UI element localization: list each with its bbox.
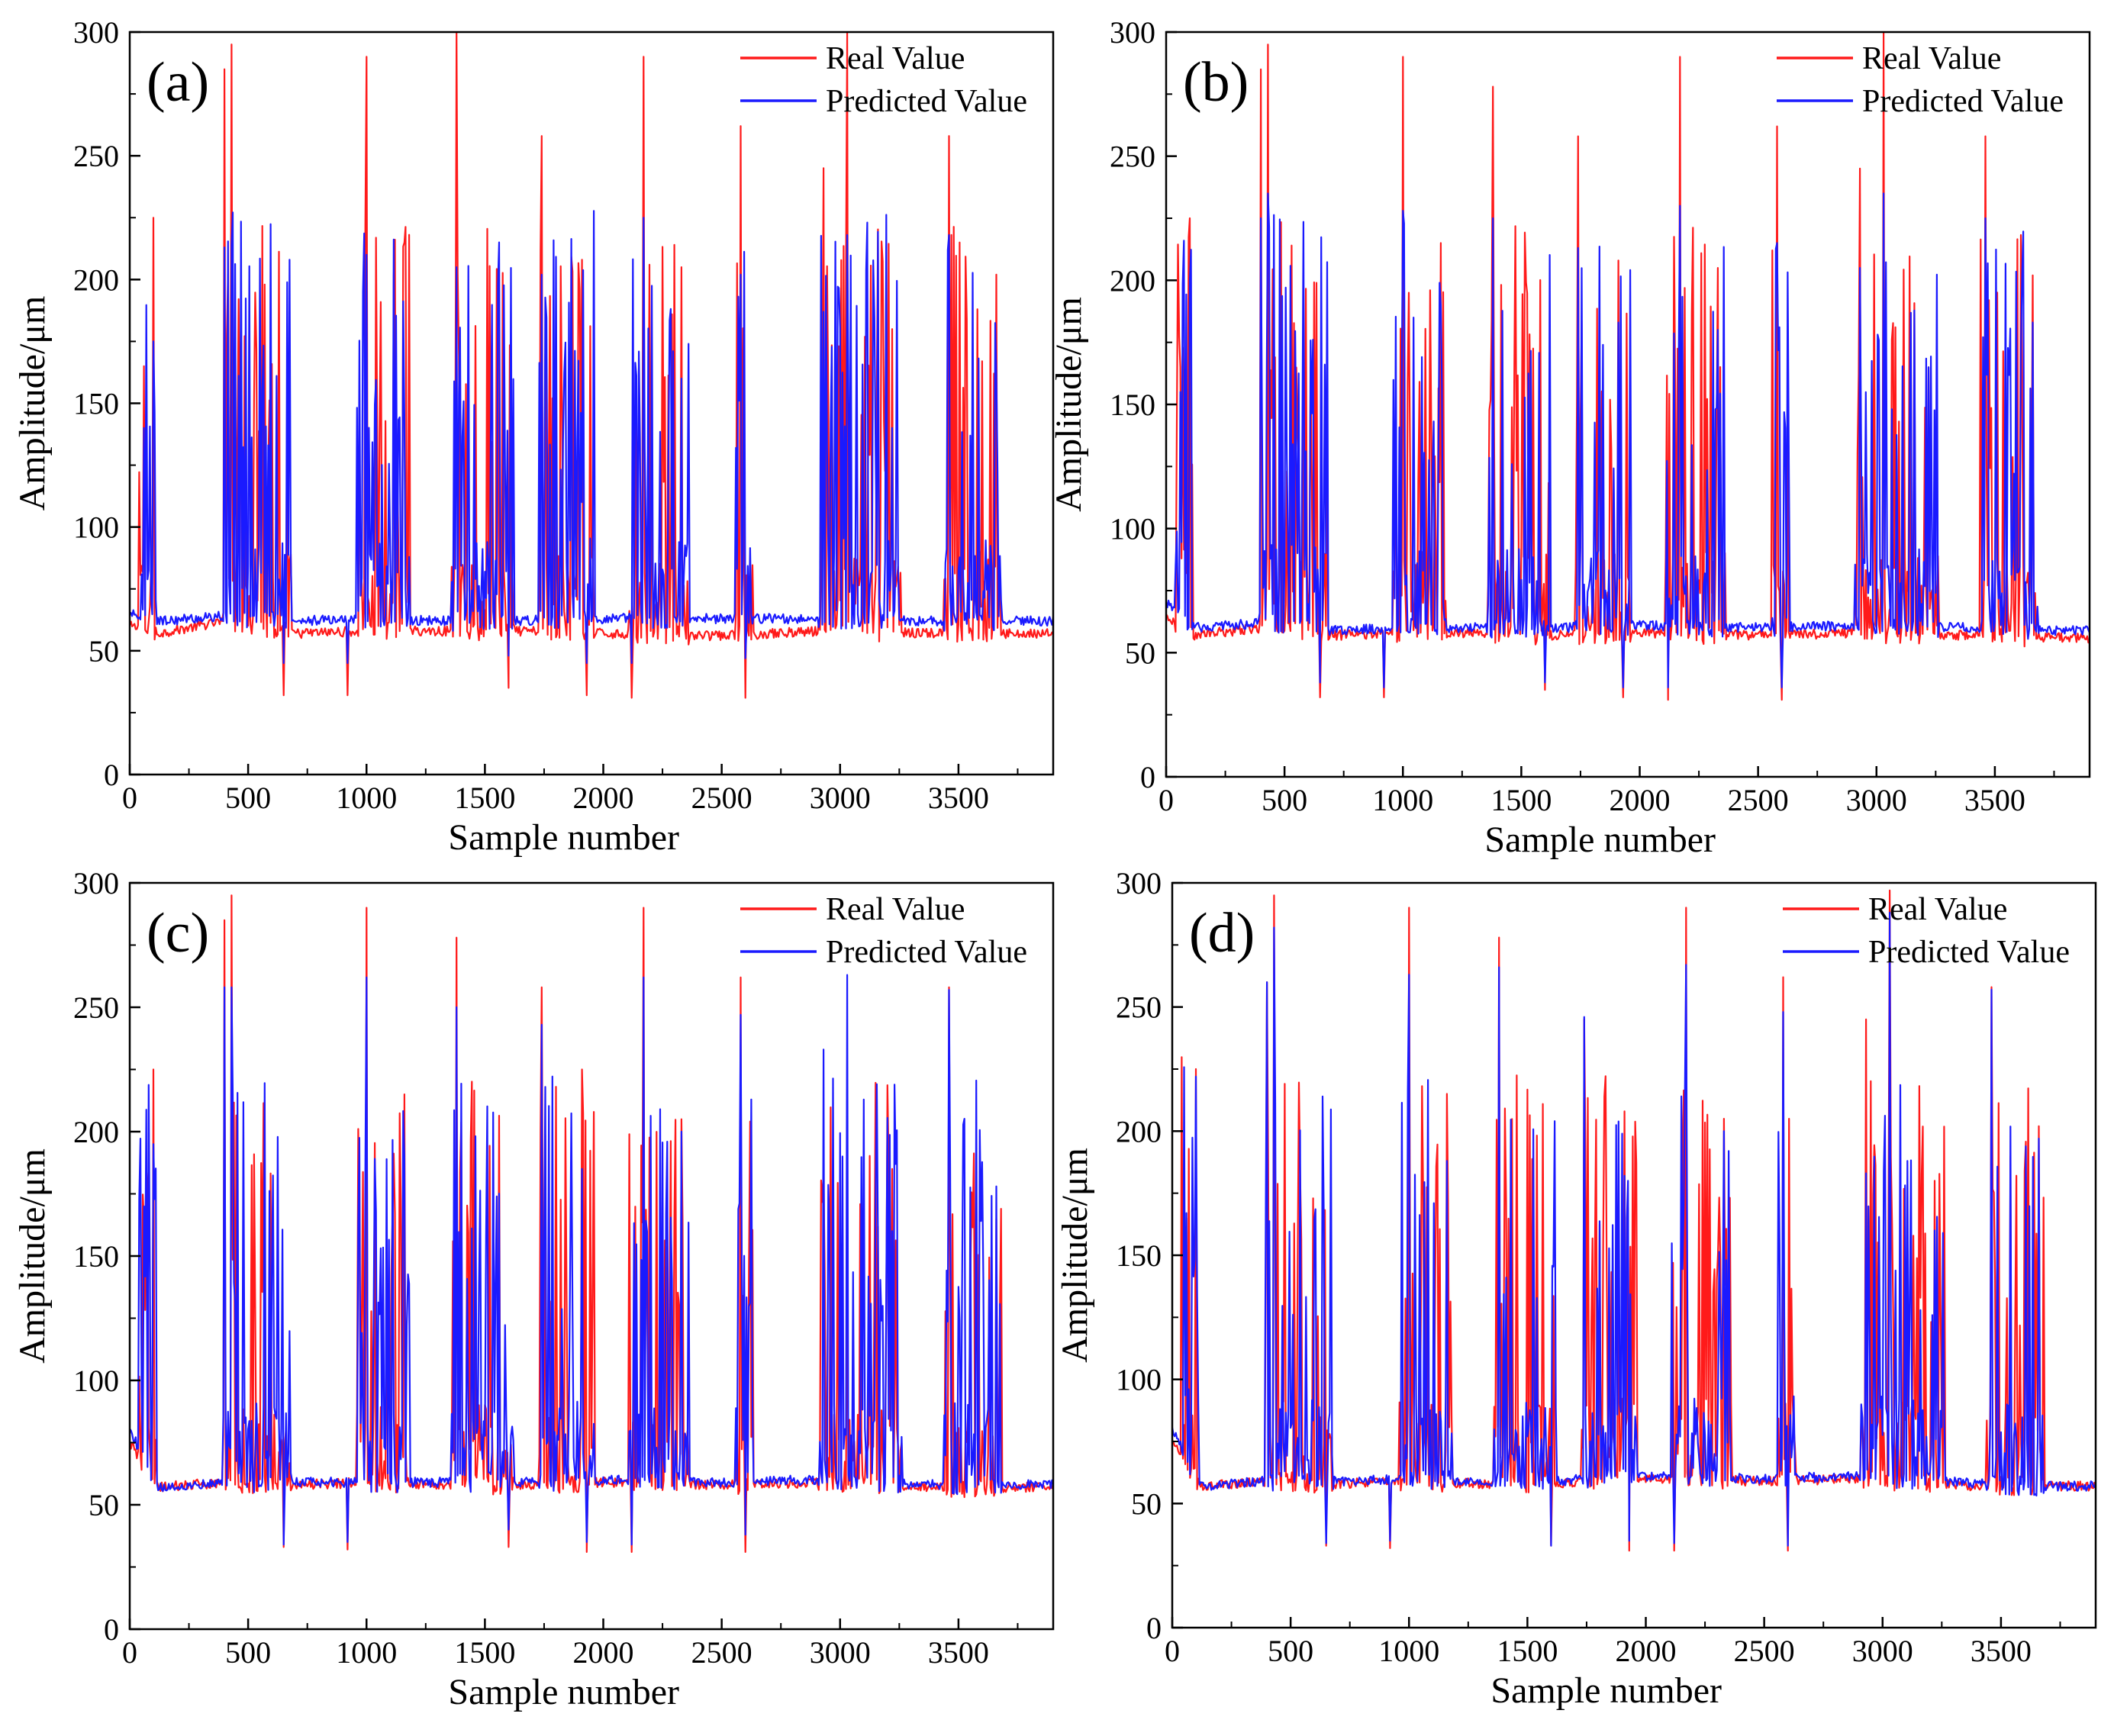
chart-panel-2: 0 500 1000 1500 2000 2500 3000 3500 0 50 100 150 200… xyxy=(1049,15,2091,860)
x-tick-label: 1000 xyxy=(1372,783,1433,817)
x-tick-label: 2000 xyxy=(573,1635,634,1670)
series-real-line xyxy=(130,894,1053,1553)
legend-real-label: Real Value xyxy=(1868,892,2007,927)
x-tick-label: 1500 xyxy=(454,781,515,815)
legend: Real Value Predicted Value xyxy=(1783,892,2070,970)
legend-real-label: Real Value xyxy=(1862,41,2001,76)
series-group xyxy=(1172,889,2096,1552)
chart-panel-3: 0 500 1000 1500 2000 2500 3000 3500 0 50 100 150 200… xyxy=(12,866,1055,1712)
y-tick-label: 200 xyxy=(73,262,119,297)
y-tick-label: 0 xyxy=(1146,1611,1162,1645)
series-predicted-line xyxy=(130,210,1053,665)
series-predicted-line xyxy=(1166,192,2090,688)
y-tick-label: 300 xyxy=(1116,866,1162,900)
x-tick-label: 1500 xyxy=(454,1635,515,1670)
panel-label: (d) xyxy=(1189,902,1255,965)
y-tick-label: 0 xyxy=(1140,760,1155,794)
y-tick-label: 250 xyxy=(73,139,119,173)
y-tick-label: 50 xyxy=(1131,1486,1162,1521)
y-tick-label: 300 xyxy=(73,15,119,50)
legend: Real Value Predicted Value xyxy=(1777,41,2064,119)
panel-label: (a) xyxy=(147,51,209,114)
x-tick-label: 3500 xyxy=(928,781,989,815)
y-tick-label: 100 xyxy=(1116,1363,1162,1397)
x-tick-label: 500 xyxy=(1268,1634,1313,1668)
y-tick-label: 50 xyxy=(89,1488,119,1522)
y-tick-label: 250 xyxy=(1110,140,1155,174)
x-tick-label: 2500 xyxy=(1734,1634,1795,1668)
y-tick-label: 250 xyxy=(73,990,119,1025)
y-tick-label: 150 xyxy=(1110,388,1155,422)
y-tick-label: 200 xyxy=(73,1115,119,1149)
x-tick-label: 500 xyxy=(1262,783,1307,817)
y-tick-label: 0 xyxy=(104,758,119,792)
y-tick-label: 150 xyxy=(73,387,119,421)
series-real-line xyxy=(130,32,1053,699)
legend-predicted-label: Predicted Value xyxy=(1862,84,2064,119)
x-tick-label: 2500 xyxy=(1728,783,1789,817)
x-tick-label: 2000 xyxy=(1610,783,1671,817)
x-tick-label: 500 xyxy=(225,781,271,815)
x-tick-label: 0 xyxy=(122,781,137,815)
legend-predicted-label: Predicted Value xyxy=(826,84,1027,119)
x-tick-label: 3000 xyxy=(810,1635,871,1670)
x-tick-label: 3500 xyxy=(1964,783,2025,817)
legend: Real Value Predicted Value xyxy=(740,892,1027,970)
y-tick-label: 250 xyxy=(1116,990,1162,1025)
x-tick-label: 3000 xyxy=(1846,783,1907,817)
y-axis-title: Amplitude/μm xyxy=(12,296,53,511)
x-axis-title: Sample number xyxy=(448,817,679,858)
x-tick-label: 500 xyxy=(225,1635,271,1670)
x-tick-label: 3500 xyxy=(1971,1634,2032,1668)
y-axis-title: Amplitude/μm xyxy=(1055,1148,1095,1363)
x-tick-label: 1500 xyxy=(1490,783,1552,817)
x-axis-title: Sample number xyxy=(1490,1670,1722,1711)
x-tick-label: 0 xyxy=(1165,1634,1180,1668)
y-tick-label: 200 xyxy=(1110,263,1155,298)
x-tick-label: 1000 xyxy=(336,1635,397,1670)
y-tick-label: 50 xyxy=(1125,636,1155,670)
panel-label: (b) xyxy=(1183,51,1249,114)
legend-real-label: Real Value xyxy=(826,892,965,927)
series-predicted-line xyxy=(130,974,1053,1546)
x-tick-label: 2000 xyxy=(1616,1634,1677,1668)
legend: Real Value Predicted Value xyxy=(740,41,1027,119)
legend-predicted-label: Predicted Value xyxy=(1868,935,2070,970)
x-tick-label: 2500 xyxy=(691,781,752,815)
y-tick-label: 300 xyxy=(1110,15,1155,50)
y-tick-label: 150 xyxy=(1116,1238,1162,1273)
x-tick-label: 2000 xyxy=(573,781,634,815)
x-tick-label: 3000 xyxy=(1852,1634,1913,1668)
x-axis-title: Sample number xyxy=(1484,820,1716,860)
legend-predicted-label: Predicted Value xyxy=(826,935,1027,970)
y-tick-label: 200 xyxy=(1116,1114,1162,1148)
y-tick-label: 100 xyxy=(73,510,119,545)
y-axis-title: Amplitude/μm xyxy=(1049,297,1089,512)
x-tick-label: 2500 xyxy=(691,1635,752,1670)
chart-panel-4: 0 500 1000 1500 2000 2500 3000 3500 0 50 100 150 200… xyxy=(1055,866,2097,1711)
y-tick-label: 150 xyxy=(73,1239,119,1274)
series-group xyxy=(1166,32,2090,701)
y-tick-label: 100 xyxy=(1110,512,1155,546)
x-axis-title: Sample number xyxy=(448,1672,679,1712)
x-tick-label: 3000 xyxy=(810,781,871,815)
chart-panel-1: 0 500 1000 1500 2000 2500 3000 3500 0 50 100 150 200… xyxy=(12,15,1055,858)
y-tick-label: 0 xyxy=(104,1612,119,1647)
y-tick-label: 300 xyxy=(73,866,119,900)
panel-label: (c) xyxy=(147,902,209,965)
series-predicted-line xyxy=(1172,911,2096,1547)
x-tick-label: 3500 xyxy=(928,1635,989,1670)
series-group xyxy=(130,894,1053,1553)
x-tick-label: 1000 xyxy=(1378,1634,1439,1668)
y-tick-label: 100 xyxy=(73,1364,119,1398)
x-tick-label: 1500 xyxy=(1497,1634,1558,1668)
x-tick-label: 1000 xyxy=(336,781,397,815)
legend-real-label: Real Value xyxy=(826,41,965,76)
y-axis-title: Amplitude/μm xyxy=(12,1148,53,1364)
x-tick-label: 0 xyxy=(1159,783,1174,817)
x-tick-label: 0 xyxy=(122,1635,137,1670)
y-tick-label: 50 xyxy=(89,634,119,668)
series-group xyxy=(130,32,1053,699)
